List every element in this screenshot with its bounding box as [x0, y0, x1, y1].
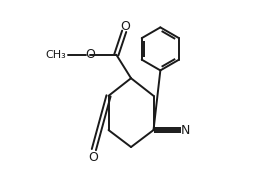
Text: N: N [181, 124, 190, 137]
Text: CH₃: CH₃ [45, 50, 66, 60]
Text: O: O [120, 20, 130, 33]
Text: O: O [88, 151, 98, 164]
Text: O: O [85, 48, 95, 61]
